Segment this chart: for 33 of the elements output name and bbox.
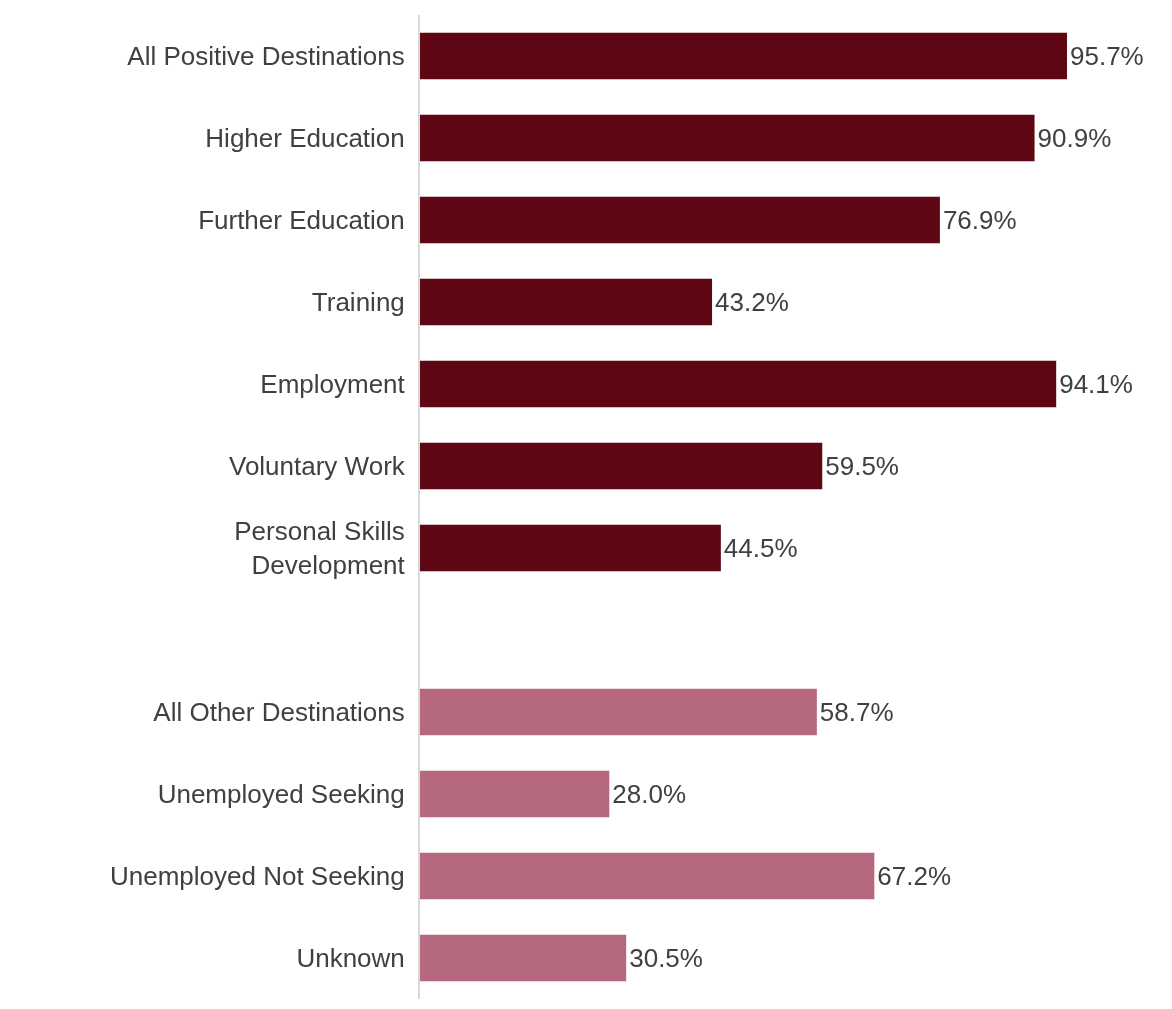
bar	[420, 196, 940, 244]
y-tick-label: Higher Education	[205, 123, 405, 154]
data-label: 67.2%	[877, 861, 952, 891]
bar	[420, 770, 610, 818]
bar	[420, 32, 1067, 80]
y-tick-label: All Other Destinations	[153, 697, 405, 728]
data-label: 95.7%	[1070, 41, 1144, 71]
data-label: 30.5%	[629, 943, 703, 973]
data-label: 59.5%	[825, 451, 899, 481]
bar	[420, 278, 713, 326]
bar	[420, 852, 875, 900]
bar	[420, 934, 627, 982]
bar	[420, 442, 823, 490]
bar	[420, 524, 721, 572]
data-label: 44.5%	[723, 533, 798, 563]
y-tick-label: Personal Skills Development	[234, 516, 406, 580]
y-tick-label: Unknown	[296, 943, 405, 974]
bar	[420, 688, 817, 736]
data-label: 90.9%	[1037, 123, 1112, 153]
y-tick-label: Employment	[260, 369, 406, 400]
y-tick-label: Unemployed Seeking	[157, 779, 405, 810]
y-tick-label: Unemployed Not Seeking	[109, 861, 405, 892]
y-tick-label: All Positive Destinations	[127, 41, 405, 72]
data-label: 43.2%	[715, 287, 789, 317]
data-label: 76.9%	[942, 205, 1017, 235]
data-label: 58.7%	[819, 697, 894, 727]
data-label: 28.0%	[612, 779, 687, 809]
bar	[420, 360, 1057, 408]
data-label: 94.1%	[1059, 369, 1133, 399]
y-tick-label: Training	[311, 287, 405, 318]
bar	[420, 114, 1035, 162]
y-tick-label: Voluntary Work	[228, 451, 406, 482]
y-tick-label: Further Education	[198, 205, 405, 236]
